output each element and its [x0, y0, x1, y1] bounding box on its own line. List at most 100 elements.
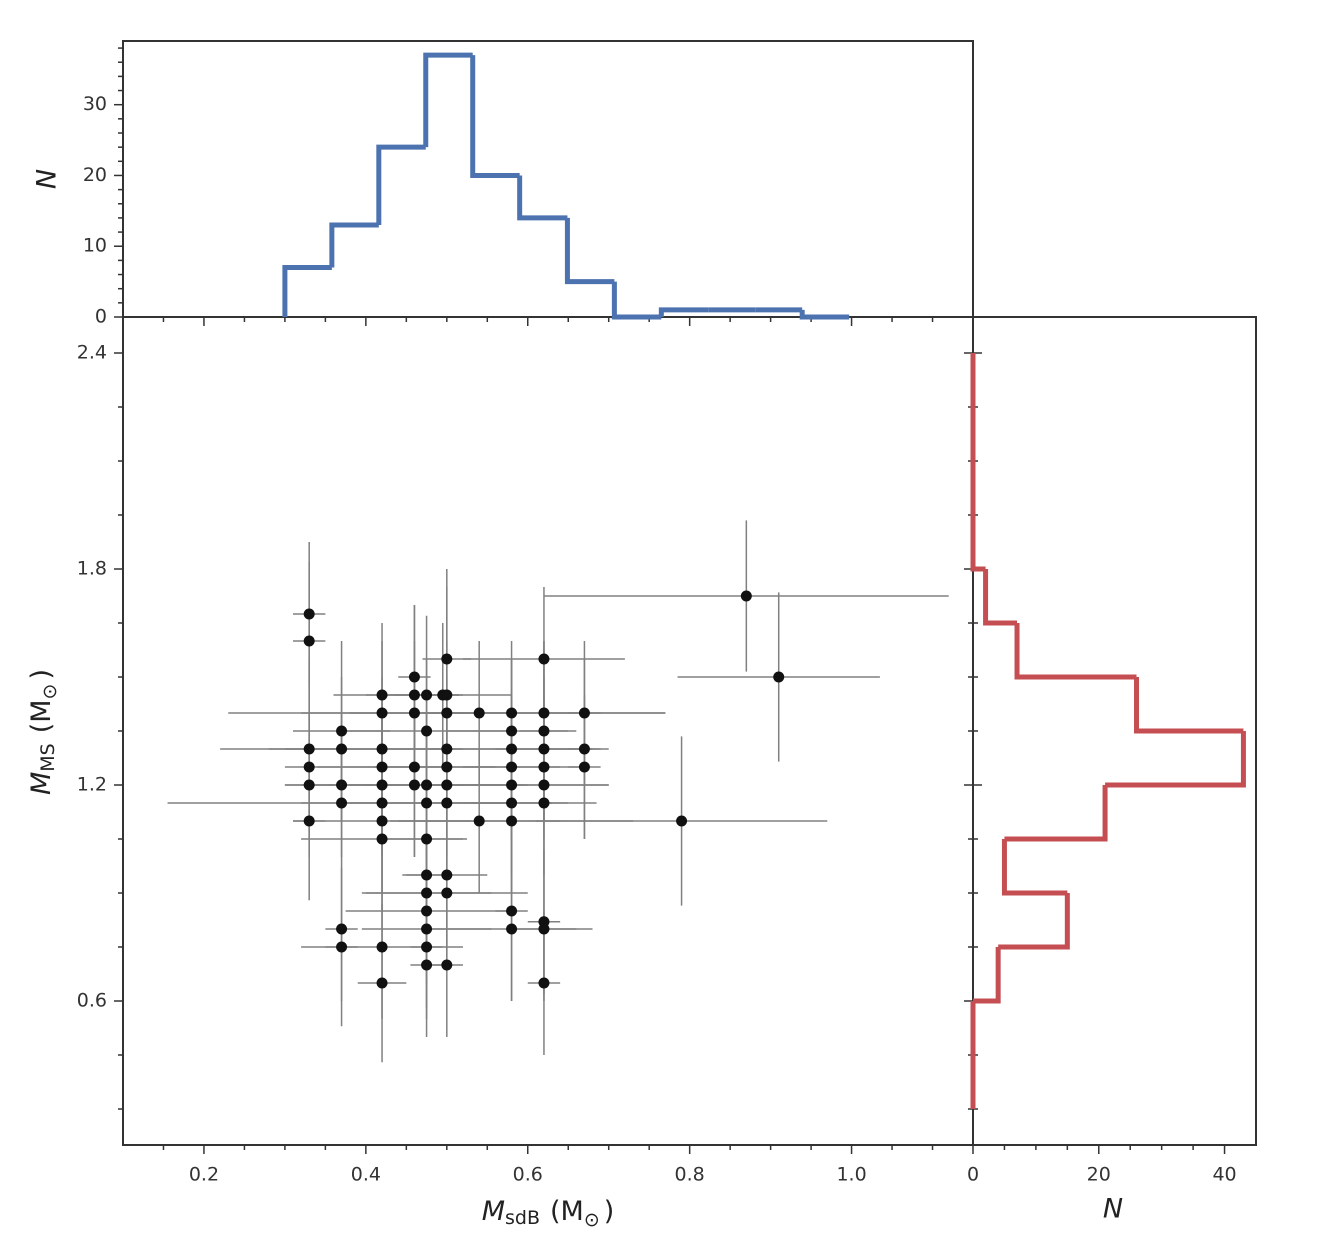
point: [740, 590, 752, 602]
histogram-step: [970, 515, 986, 572]
point: [303, 608, 315, 620]
histogram-step: [564, 217, 615, 285]
point: [376, 797, 388, 809]
point: [303, 635, 315, 647]
point: [336, 779, 348, 791]
point: [538, 653, 550, 665]
histogram-step: [1004, 785, 1108, 842]
point: [376, 707, 388, 719]
histogram-step: [517, 175, 568, 221]
x-tick-label: 20: [1087, 1164, 1111, 1186]
point: [336, 743, 348, 755]
histogram-step: [998, 893, 1070, 950]
point: [303, 779, 315, 791]
x-tick-label: 0: [967, 1164, 979, 1186]
y-tick-label: 10: [83, 235, 107, 257]
histogram-step: [611, 281, 662, 320]
point: [441, 869, 453, 881]
point: [408, 689, 420, 701]
y-label-sub: MS: [37, 743, 59, 771]
point: [421, 869, 433, 881]
y-tick-label: 1.2: [77, 774, 107, 796]
point: [408, 761, 420, 773]
point: [506, 761, 518, 773]
point: [421, 797, 433, 809]
point: [506, 923, 518, 935]
x-tick-label: 40: [1212, 1164, 1236, 1186]
point: [376, 815, 388, 827]
point: [538, 743, 550, 755]
point: [506, 905, 518, 917]
y-label-close: ): [26, 669, 57, 680]
point: [441, 689, 453, 701]
point: [376, 941, 388, 953]
point: [336, 725, 348, 737]
point: [473, 815, 485, 827]
point: [441, 707, 453, 719]
histogram-step: [1014, 623, 1137, 680]
point: [303, 761, 315, 773]
x-axis-label: MsdB (M⊙): [482, 1196, 615, 1231]
histogram-step: [983, 569, 1018, 626]
point: [538, 923, 550, 935]
x-tick-label: 0.4: [351, 1164, 381, 1186]
top-frame: [122, 40, 974, 318]
point: [376, 833, 388, 845]
point: [421, 689, 433, 701]
x-tick-label: 0.8: [675, 1164, 705, 1186]
histogram-step: [1105, 731, 1246, 788]
histogram-step: [376, 144, 426, 225]
histogram-step: [1134, 677, 1244, 734]
point: [506, 815, 518, 827]
point: [473, 707, 485, 719]
x-tick-label: 1.0: [836, 1164, 866, 1186]
point: [408, 779, 420, 791]
point: [441, 653, 453, 665]
point: [441, 887, 453, 899]
point: [538, 707, 550, 719]
right-x-label: N: [1103, 1194, 1123, 1225]
histogram-step: [329, 222, 379, 268]
point: [578, 761, 590, 773]
point: [376, 761, 388, 773]
point: [578, 743, 590, 755]
x-label-symbol: M: [482, 1196, 505, 1227]
point: [773, 671, 785, 683]
point: [676, 815, 688, 827]
point: [441, 959, 453, 971]
y-tick-label: 2.4: [77, 342, 107, 364]
point: [336, 941, 348, 953]
point: [421, 905, 433, 917]
point: [578, 707, 590, 719]
point: [506, 707, 518, 719]
point: [376, 779, 388, 791]
histogram-step: [1001, 839, 1068, 896]
y-tick-label: 30: [83, 93, 107, 115]
point: [506, 743, 518, 755]
point: [538, 725, 550, 737]
point: [408, 707, 420, 719]
x-tick-label: 0.6: [513, 1164, 543, 1186]
point: [441, 797, 453, 809]
point: [538, 761, 550, 773]
histogram-step: [470, 55, 520, 178]
y-axis-label: MMS (M⊙): [26, 669, 61, 795]
x-tick-label: 0.2: [189, 1164, 219, 1186]
x-label-sub: sdB: [505, 1207, 540, 1229]
point: [421, 833, 433, 845]
point: [421, 779, 433, 791]
point: [506, 725, 518, 737]
histogram-step: [973, 947, 1001, 1004]
point: [376, 743, 388, 755]
point: [441, 743, 453, 755]
point: [303, 743, 315, 755]
point: [336, 923, 348, 935]
top-y-label: N: [32, 169, 63, 189]
point: [506, 779, 518, 791]
histogram-step: [282, 264, 332, 317]
x-label-unit-sub: ⊙: [584, 1209, 600, 1231]
histogram-step: [799, 309, 850, 320]
x-label-unit: (M: [550, 1196, 584, 1227]
y-label-unit-sub: ⊙: [39, 684, 61, 700]
